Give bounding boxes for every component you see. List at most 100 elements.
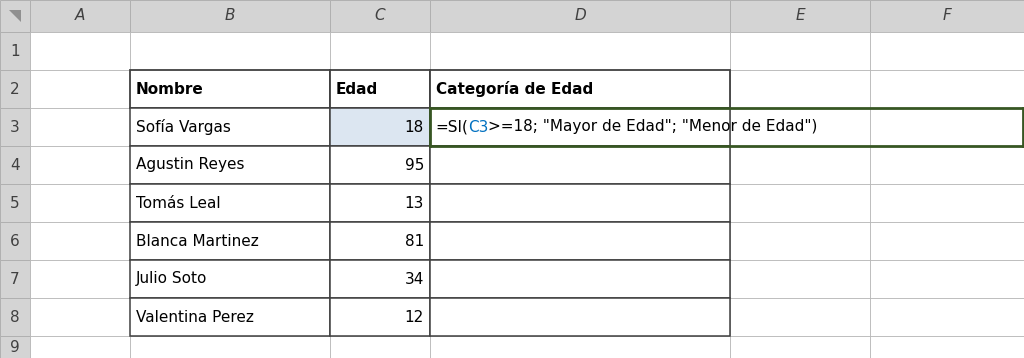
Bar: [330, 32, 430, 70]
Bar: [730, 222, 870, 260]
Bar: [0, 108, 30, 146]
Text: D: D: [574, 9, 586, 24]
Bar: [130, 70, 330, 108]
Bar: [730, 32, 870, 70]
Bar: [330, 184, 430, 222]
Text: Julio Soto: Julio Soto: [136, 271, 208, 286]
Text: 3: 3: [10, 120, 19, 135]
Bar: [870, 298, 1024, 336]
Bar: [330, 108, 430, 146]
Bar: [430, 108, 730, 146]
Text: 1: 1: [10, 44, 19, 58]
Bar: [0, 0, 30, 32]
Bar: [0, 298, 30, 336]
Bar: [730, 336, 870, 358]
Bar: [330, 108, 430, 146]
Bar: [730, 108, 870, 146]
Text: =SI(: =SI(: [435, 120, 468, 135]
Bar: [430, 0, 730, 32]
Bar: [430, 222, 730, 260]
Bar: [130, 222, 330, 260]
Bar: [130, 146, 330, 184]
Bar: [730, 184, 870, 222]
Bar: [0, 70, 30, 108]
Bar: [330, 222, 430, 260]
Bar: [430, 336, 730, 358]
Text: Categoría de Edad: Categoría de Edad: [436, 81, 593, 97]
Bar: [130, 108, 330, 146]
Bar: [130, 0, 330, 32]
Bar: [730, 260, 870, 298]
Bar: [330, 70, 430, 108]
Bar: [330, 336, 430, 358]
Bar: [330, 260, 430, 298]
Bar: [130, 184, 330, 222]
Bar: [430, 298, 730, 336]
Text: Tomás Leal: Tomás Leal: [136, 195, 220, 211]
Text: 13: 13: [404, 195, 424, 211]
Bar: [870, 260, 1024, 298]
Bar: [130, 32, 330, 70]
Bar: [330, 146, 430, 184]
Text: 9: 9: [10, 339, 19, 354]
Bar: [130, 336, 330, 358]
Text: 18: 18: [404, 120, 424, 135]
Bar: [430, 184, 730, 222]
Bar: [430, 184, 730, 222]
Text: C: C: [375, 9, 385, 24]
Bar: [330, 184, 430, 222]
Bar: [730, 70, 870, 108]
Bar: [430, 108, 730, 146]
Bar: [30, 108, 130, 146]
Text: 8: 8: [10, 310, 19, 324]
Bar: [430, 70, 730, 108]
Bar: [870, 222, 1024, 260]
Bar: [870, 336, 1024, 358]
Text: B: B: [224, 9, 236, 24]
Bar: [870, 32, 1024, 70]
Text: 6: 6: [10, 233, 19, 248]
Bar: [730, 298, 870, 336]
Bar: [730, 146, 870, 184]
Bar: [430, 260, 730, 298]
Text: 95: 95: [404, 158, 424, 173]
Bar: [0, 336, 30, 358]
Text: Valentina Perez: Valentina Perez: [136, 310, 254, 324]
Bar: [330, 0, 430, 32]
Bar: [430, 146, 730, 184]
Bar: [130, 184, 330, 222]
Bar: [330, 146, 430, 184]
Bar: [0, 184, 30, 222]
Bar: [330, 260, 430, 298]
Text: >=18; "Mayor de Edad"; "Menor de Edad"): >=18; "Mayor de Edad"; "Menor de Edad"): [488, 120, 817, 135]
Text: Agustin Reyes: Agustin Reyes: [136, 158, 245, 173]
Bar: [0, 222, 30, 260]
Text: F: F: [943, 9, 951, 24]
Bar: [870, 146, 1024, 184]
Bar: [330, 222, 430, 260]
Bar: [870, 108, 1024, 146]
Bar: [130, 298, 330, 336]
Bar: [0, 260, 30, 298]
Bar: [130, 222, 330, 260]
Bar: [330, 298, 430, 336]
Text: Blanca Martinez: Blanca Martinez: [136, 233, 259, 248]
Bar: [0, 32, 30, 70]
Text: 2: 2: [10, 82, 19, 97]
Text: 81: 81: [404, 233, 424, 248]
Text: E: E: [796, 9, 805, 24]
Bar: [30, 146, 130, 184]
Text: 12: 12: [404, 310, 424, 324]
Bar: [430, 260, 730, 298]
Bar: [30, 184, 130, 222]
Bar: [130, 260, 330, 298]
Bar: [0, 146, 30, 184]
Text: 4: 4: [10, 158, 19, 173]
Text: Nombre: Nombre: [136, 82, 204, 97]
Bar: [430, 298, 730, 336]
Bar: [430, 222, 730, 260]
Text: A: A: [75, 9, 85, 24]
Bar: [870, 184, 1024, 222]
Text: 34: 34: [404, 271, 424, 286]
Bar: [330, 298, 430, 336]
